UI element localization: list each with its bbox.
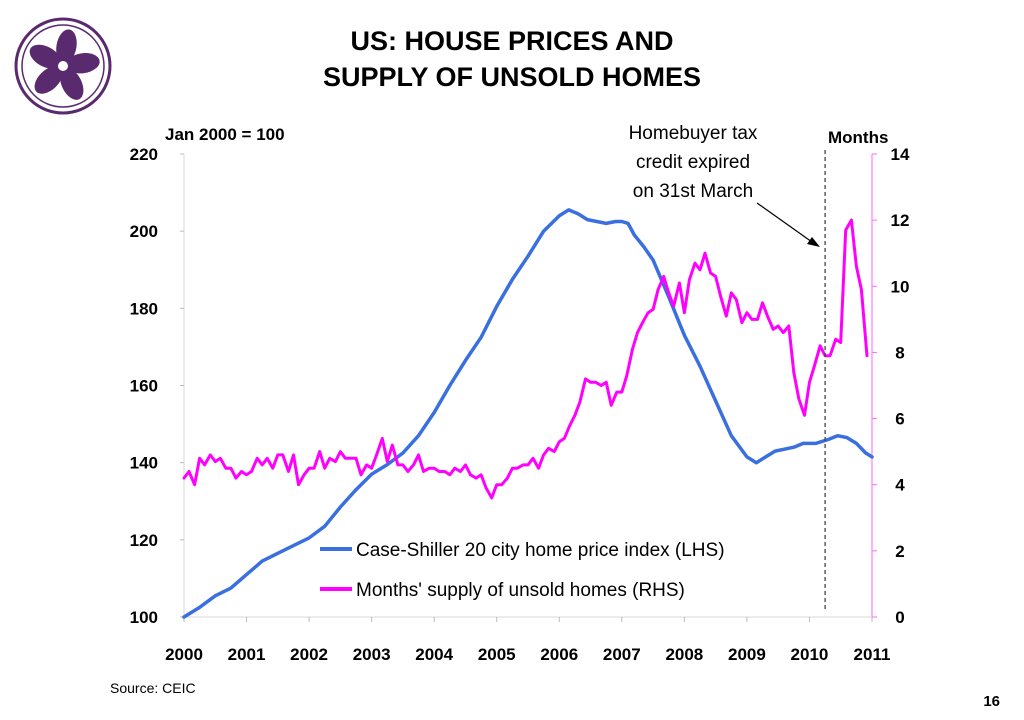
slide-title-line2: SUPPLY OF UNSOLD HOMES (323, 62, 701, 92)
x-tick-label: 2006 (540, 645, 578, 664)
legend: Case-Shiller 20 city home price index (L… (320, 540, 725, 601)
x-tick-label: 2011 (854, 645, 891, 664)
annotation-line3: on 31st March (633, 181, 753, 202)
series-layer (182, 208, 874, 619)
right-tick-label: 8 (895, 343, 904, 362)
x-tick-label: 2008 (665, 645, 703, 664)
annotation-line1: Homebuyer tax (629, 123, 758, 144)
annotation-arrow-head (807, 237, 820, 247)
series-line-price-index (182, 208, 874, 619)
legend-label-months-supply: Months' supply of unsold homes (RHS) (356, 580, 685, 601)
left-tick-label: 220 (130, 145, 158, 164)
x-tick-label: 2000 (165, 645, 203, 664)
left-tick-label: 180 (130, 299, 158, 318)
legend-label-price-index: Case-Shiller 20 city home price index (L… (356, 540, 725, 561)
slide-title-line1: US: HOUSE PRICES AND (350, 26, 673, 56)
left-axis-title: Jan 2000 = 100 (165, 125, 285, 144)
right-axis-ticks: 0 2 4 6 8 10 12 14 (872, 145, 910, 627)
right-tick-label: 0 (895, 608, 904, 627)
right-tick-label: 6 (895, 410, 904, 429)
x-tick-label: 2004 (415, 645, 453, 664)
left-tick-label: 200 (130, 222, 158, 241)
left-tick-label: 160 (130, 377, 158, 396)
bauhinia-flower-icon (14, 17, 112, 115)
annotation-arrow-line (756, 202, 813, 243)
left-tick-label: 120 (130, 531, 158, 550)
x-tick-label: 2003 (353, 645, 391, 664)
source-note: Source: CEIC (110, 680, 196, 696)
x-tick-label: 2001 (228, 645, 266, 664)
x-tick-label: 2010 (791, 645, 829, 664)
right-tick-label: 4 (895, 476, 905, 495)
x-tick-label: 2005 (478, 645, 516, 664)
annotation-line2: credit expired (636, 152, 750, 173)
left-tick-label: 140 (130, 454, 158, 473)
series-line-months-supply (182, 218, 869, 500)
right-axis-title: Months (828, 128, 888, 147)
left-tick-label: 100 (130, 608, 158, 627)
right-tick-label: 10 (891, 277, 910, 296)
annotation: Homebuyer tax credit expired on 31st Mar… (629, 123, 826, 610)
x-axis-ticks: 2000 2001 2002 2003 2004 2005 2006 2007 2008 2009… (165, 617, 890, 664)
right-tick-label: 14 (891, 145, 910, 164)
page-number: 16 (983, 693, 1000, 710)
x-tick-label: 2007 (603, 645, 641, 664)
right-tick-label: 12 (891, 211, 910, 230)
x-tick-label: 2009 (728, 645, 766, 664)
left-axis-ticks: 100 120 140 160 180 200 220 (130, 145, 184, 627)
right-tick-label: 2 (895, 542, 904, 561)
x-tick-label: 2002 (290, 645, 328, 664)
